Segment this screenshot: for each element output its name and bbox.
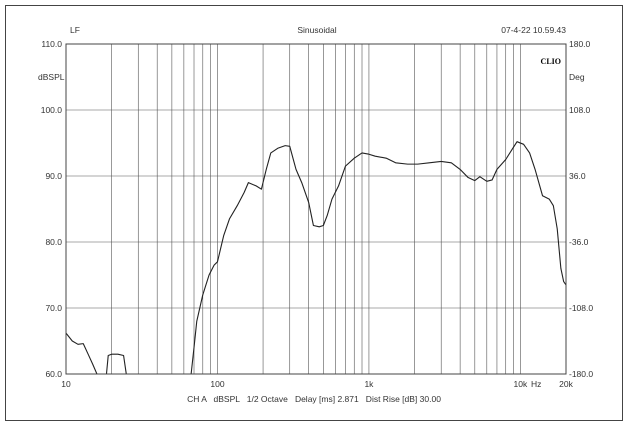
header-timestamp: 07-4-22 10.59.43 <box>501 25 566 35</box>
x-axis-unit-label: Hz <box>531 379 541 389</box>
y-tick-label: 60.0 <box>45 369 62 379</box>
y2-tick-label: 180.0 <box>569 39 591 49</box>
header-center-label: Sinusoidal <box>297 25 336 35</box>
measurement-info: CH A dBSPL 1/2 Octave Delay [ms] 2.871 D… <box>187 394 441 404</box>
y-tick-label: 110.0 <box>41 39 62 49</box>
tick-labels: 110.0 100.0 90.0 80.0 70.0 60.0 180.0 108.0 36.0… <box>41 39 594 389</box>
grid <box>66 44 566 374</box>
y-tick-label: 80.0 <box>45 237 62 247</box>
y2-tick-label: -180.0 <box>569 369 593 379</box>
spl-response-curve <box>66 141 566 374</box>
y-tick-label: 90.0 <box>45 171 62 181</box>
y-tick-label: 100.0 <box>41 105 63 115</box>
x-tick-label: 20k <box>559 379 573 389</box>
brand-badge-box <box>534 55 564 66</box>
y2-tick-label: -36.0 <box>569 237 589 247</box>
outer-frame <box>5 5 623 421</box>
x-tick-label: 10 <box>61 379 71 389</box>
y-axis-unit-label: dBSPL <box>38 72 65 82</box>
y2-tick-label: -108.0 <box>569 303 593 313</box>
y-tick-label: 70.0 <box>45 303 62 313</box>
y2-tick-label: 108.0 <box>569 105 591 115</box>
header-left-label: LF <box>70 25 80 35</box>
x-tick-label: 100 <box>210 379 224 389</box>
brand-badge: CLIO <box>541 57 561 66</box>
plot-border <box>65 43 567 375</box>
x-tick-label: 10k <box>514 379 528 389</box>
curve-layer <box>66 141 566 374</box>
y2-axis-unit-label: Deg <box>569 72 585 82</box>
y2-tick-label: 36.0 <box>569 171 586 181</box>
x-tick-label: 1k <box>364 379 374 389</box>
